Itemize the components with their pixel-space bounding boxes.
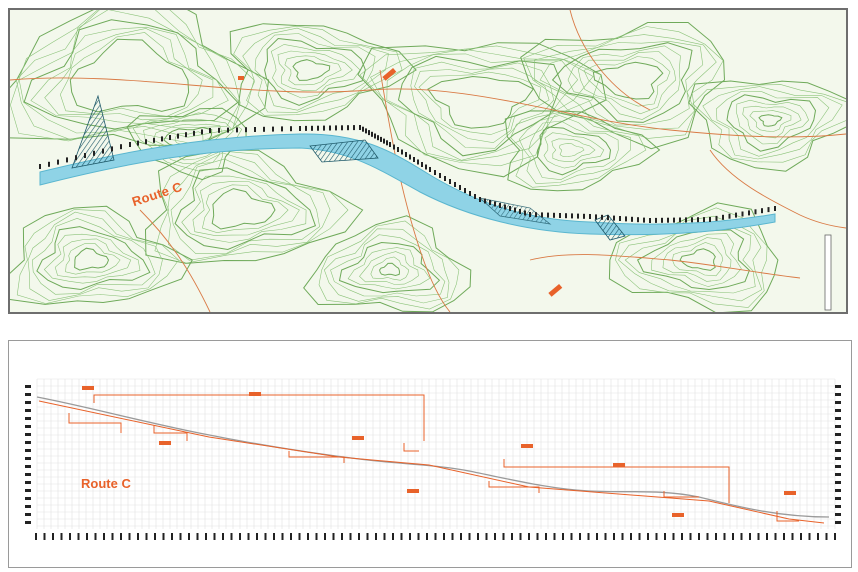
elevation-ticks: [25, 385, 841, 524]
route-label: Route C: [81, 476, 131, 491]
grade-tags: [82, 386, 796, 517]
contour-lines: [10, 10, 846, 312]
route-corridor: [39, 133, 776, 236]
station-ticks: [39, 125, 776, 223]
road-lines: [10, 10, 846, 312]
hatch-fill-icon: [594, 214, 626, 241]
callout-tag: [548, 283, 563, 297]
map-canvas: [10, 10, 846, 312]
design-grade-line: [38, 400, 825, 524]
profile-grid: [36, 378, 836, 529]
callout-tag: [382, 67, 397, 81]
callout-tag: [238, 76, 244, 80]
profile-canvas: [25, 378, 841, 540]
station-ticks-axis: [35, 533, 836, 540]
scale-bar: [824, 234, 832, 311]
profile-view: Route C: [8, 340, 852, 568]
plan-view-map: Route C: [8, 8, 848, 314]
hatch-fill-icon: [309, 139, 379, 163]
